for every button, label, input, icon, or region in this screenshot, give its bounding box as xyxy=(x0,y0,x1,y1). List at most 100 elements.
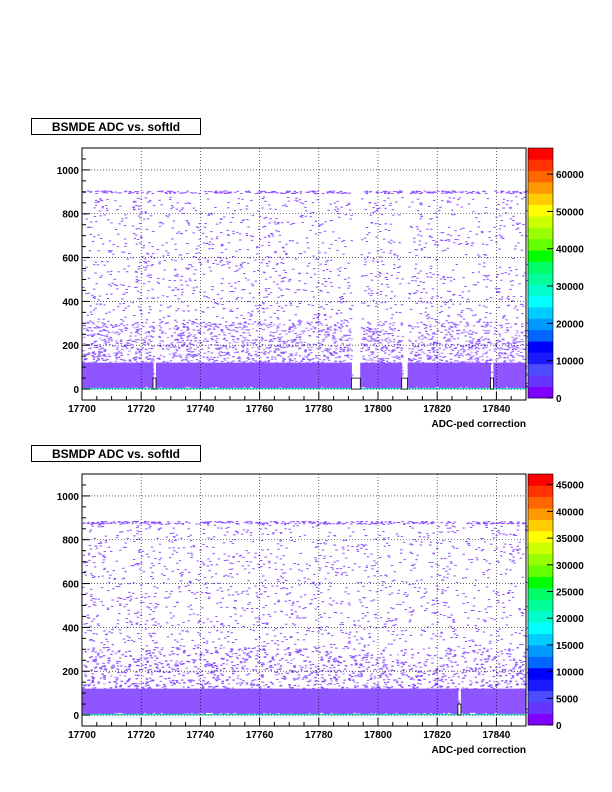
heatmap-cell xyxy=(454,347,458,349)
heatmap-cell xyxy=(474,351,478,353)
heatmap-cell xyxy=(509,326,513,328)
heatmap-cell xyxy=(506,327,509,329)
heatmap-cell xyxy=(468,340,471,342)
heatmap-cell xyxy=(325,324,328,326)
heatmap-cell xyxy=(179,354,183,356)
heatmap-cell xyxy=(378,334,382,336)
heatmap-cell xyxy=(147,342,150,344)
heatmap-cell xyxy=(107,331,111,333)
heatmap-cell xyxy=(303,355,307,357)
heatmap-cell xyxy=(100,330,103,332)
heatmap-cell xyxy=(228,332,231,334)
heatmap-cell xyxy=(213,356,216,359)
heatmap-cell xyxy=(469,336,472,338)
heatmap-cell xyxy=(124,329,128,331)
heatmap-cell xyxy=(456,329,459,331)
heatmap-cell xyxy=(498,324,501,326)
heatmap-cell xyxy=(100,334,104,336)
heatmap-cell xyxy=(138,352,141,354)
heatmap-cell xyxy=(511,350,515,352)
heatmap-cell xyxy=(215,341,219,343)
heatmap-cell xyxy=(471,341,474,343)
heatmap-cell xyxy=(175,350,179,352)
heatmap-cell xyxy=(345,325,349,327)
heatmap-cell xyxy=(333,350,336,353)
heatmap-cell xyxy=(164,386,167,388)
heatmap-cell xyxy=(194,348,197,350)
heatmap-cell xyxy=(334,360,337,363)
heatmap-cell xyxy=(308,335,312,337)
heatmap-cell xyxy=(394,356,397,358)
heatmap-cell xyxy=(287,345,290,347)
heatmap-cell xyxy=(328,348,331,350)
heatmap-cell xyxy=(507,322,510,324)
heatmap-cell xyxy=(449,346,452,348)
heatmap-cell xyxy=(187,329,190,331)
heatmap-cell xyxy=(228,354,231,357)
plot-area xyxy=(82,148,526,400)
heatmap-cell xyxy=(456,352,460,354)
heatmap-cell xyxy=(109,337,112,339)
heatmap-cell xyxy=(259,356,262,359)
heatmap-cell xyxy=(131,346,134,348)
heatmap-cell xyxy=(103,349,106,351)
heatmap-cell xyxy=(391,356,394,358)
heatmap-cell xyxy=(333,329,337,331)
heatmap-cell xyxy=(133,327,136,329)
heatmap-cell xyxy=(496,386,499,388)
heatmap-cell xyxy=(277,340,281,342)
heatmap-cell xyxy=(85,358,88,360)
heatmap-cell xyxy=(457,324,460,326)
heatmap-cell xyxy=(242,331,245,334)
heatmap-cell xyxy=(195,322,198,324)
heatmap-cell xyxy=(148,351,152,353)
heatmap-cell xyxy=(197,342,200,344)
heatmap-cell xyxy=(363,338,366,341)
heatmap-cell xyxy=(400,340,404,342)
heatmap-cell xyxy=(117,325,120,327)
heatmap-cell xyxy=(380,339,384,341)
heatmap-cell xyxy=(518,355,521,357)
heatmap-cell xyxy=(453,386,457,388)
heatmap-cell xyxy=(430,338,433,340)
heatmap-cell xyxy=(335,348,338,350)
heatmap-cell xyxy=(168,328,172,330)
heatmap-cell xyxy=(161,330,164,332)
heatmap-cell xyxy=(438,342,441,344)
heatmap-cell xyxy=(103,354,106,356)
heatmap-cell xyxy=(187,353,191,355)
heatmap-cell xyxy=(116,352,119,354)
heatmap-cell xyxy=(223,337,227,339)
heatmap-cell xyxy=(224,321,228,323)
heatmap-cell xyxy=(264,339,267,341)
heatmap-cell xyxy=(445,334,448,336)
heatmap-cell xyxy=(149,335,152,337)
heatmap-cell xyxy=(245,360,248,362)
heatmap-cell xyxy=(495,359,498,361)
heatmap-cell xyxy=(344,355,347,357)
heatmap-cell xyxy=(411,348,415,350)
heatmap-cell xyxy=(310,359,313,361)
heatmap-cell xyxy=(453,338,456,340)
heatmap-cell xyxy=(141,338,144,340)
heatmap-cell xyxy=(365,333,368,335)
heatmap-cell xyxy=(216,337,219,340)
heatmap-cell xyxy=(384,358,388,360)
heatmap-cell xyxy=(176,327,179,330)
heatmap-cell xyxy=(161,348,165,350)
heatmap-cell xyxy=(392,330,395,332)
heatmap-cell xyxy=(145,322,148,324)
heatmap-cell xyxy=(318,359,322,361)
heatmap-cell xyxy=(317,323,320,325)
heatmap-cell xyxy=(180,360,184,362)
heatmap-cell xyxy=(241,351,244,353)
heatmap-cell xyxy=(193,334,197,336)
heatmap-cell xyxy=(396,335,400,337)
heatmap-cell xyxy=(135,351,138,353)
heatmap-cell xyxy=(136,326,139,328)
heatmap-cell xyxy=(107,341,110,343)
heatmap-cell xyxy=(230,335,234,337)
heatmap-cell xyxy=(360,350,363,353)
heatmap-cell xyxy=(322,338,326,340)
heatmap-cell xyxy=(128,342,131,344)
